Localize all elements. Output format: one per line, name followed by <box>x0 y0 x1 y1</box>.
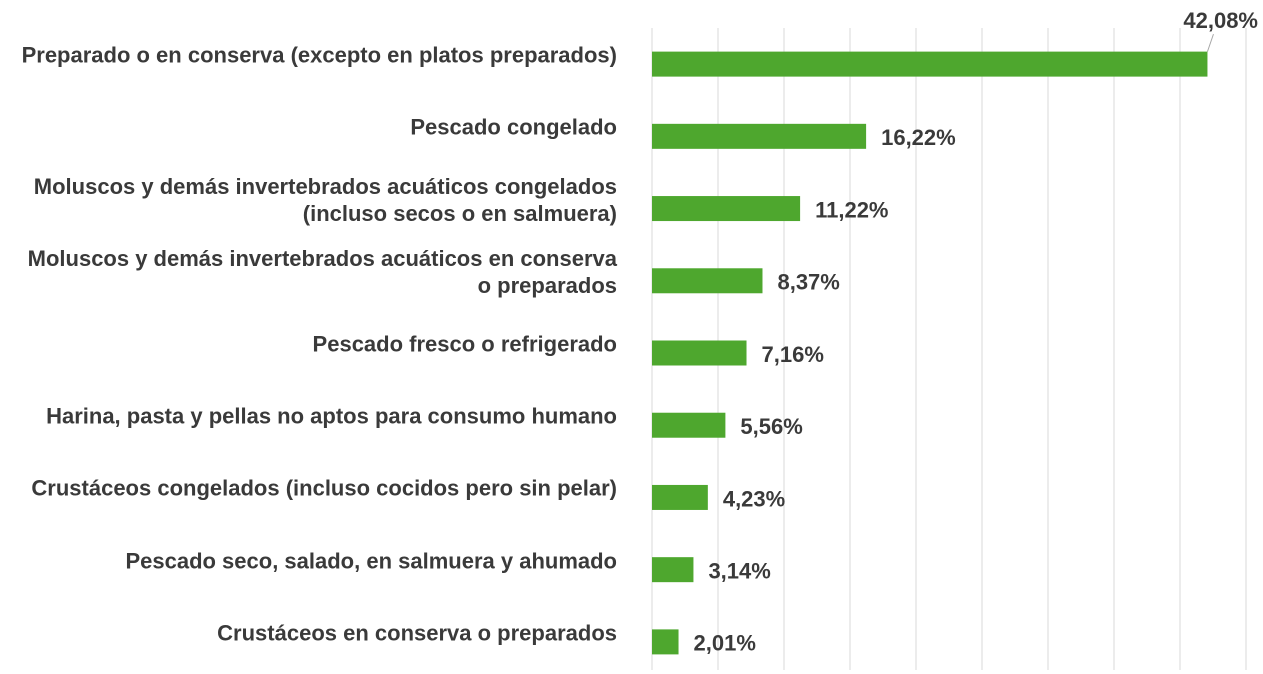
data-label: 2,01% <box>694 631 756 656</box>
category-label: Pescado fresco o refrigerado <box>312 331 617 357</box>
category-label: Moluscos y demás invertebrados acuáticos… <box>33 173 617 226</box>
leader-line <box>1206 33 1214 52</box>
category-label: Pescado congelado <box>410 114 617 140</box>
data-label: 3,14% <box>708 558 770 583</box>
data-label: 42,08% <box>1183 8 1258 33</box>
bar <box>652 123 867 149</box>
bar <box>652 484 708 510</box>
bar <box>652 557 694 583</box>
bar <box>652 196 801 222</box>
data-label: 4,23% <box>723 486 785 511</box>
category-label: Harina, pasta y pellas no aptos para con… <box>46 403 617 429</box>
data-label: 16,22% <box>881 125 956 150</box>
category-label: Pescado seco, salado, en salmuera y ahum… <box>125 548 617 574</box>
bar <box>652 340 747 366</box>
category-label: Crustáceos en conserva o preparados <box>217 620 617 646</box>
bar <box>652 629 679 655</box>
data-label: 5,56% <box>740 414 802 439</box>
category-label: Crustáceos congelados (incluso cocidos p… <box>31 475 617 501</box>
data-label: 8,37% <box>777 270 839 295</box>
data-label: 7,16% <box>762 342 824 367</box>
category-label: Preparado o en conserva (excepto en plat… <box>21 42 617 68</box>
data-label: 11,22% <box>815 197 888 222</box>
bar <box>652 412 726 438</box>
bar <box>652 268 763 294</box>
category-label: Moluscos y demás invertebrados acuáticos… <box>27 245 617 298</box>
bar <box>652 51 1208 77</box>
